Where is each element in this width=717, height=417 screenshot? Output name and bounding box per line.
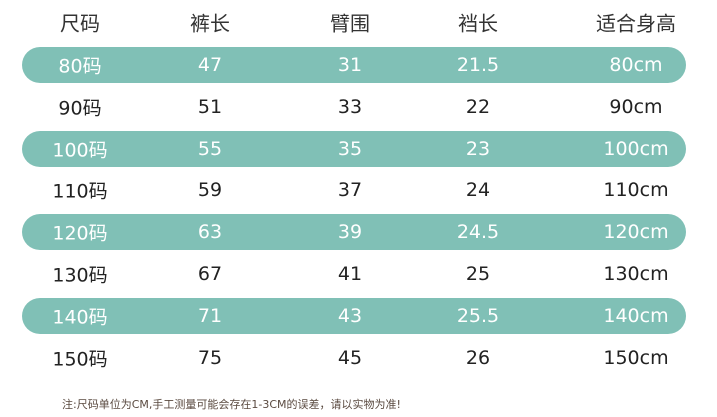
table-cell: 37 — [337, 179, 363, 202]
table-cell: 71 — [197, 304, 223, 327]
row-band — [22, 130, 686, 167]
table-cell: 43 — [337, 304, 363, 327]
row-band — [22, 214, 686, 251]
row-band — [22, 47, 686, 83]
table-cell: 150码 — [52, 348, 108, 371]
table-cell: 140码 — [52, 306, 108, 329]
table-cell: 80cm — [609, 54, 663, 76]
table-cell: 100码 — [52, 139, 108, 162]
table-cell: 47 — [197, 54, 223, 76]
table-cell: 110cm — [603, 179, 669, 202]
table-cell: 140cm — [603, 304, 669, 327]
table-cell: 23 — [465, 137, 491, 160]
table-cell: 120cm — [603, 221, 669, 244]
table-cell: 63 — [197, 221, 223, 244]
table-cell: 51 — [197, 95, 223, 118]
table-cell: 90cm — [609, 95, 663, 118]
table-cell: 25 — [465, 263, 491, 285]
row-band — [22, 297, 686, 334]
table-cell: 120码 — [52, 222, 108, 245]
table-cell: 35 — [337, 137, 363, 160]
table-cell: 130cm — [603, 263, 669, 285]
header-cell: 裤长 — [190, 11, 230, 36]
table-cell: 21.5 — [456, 54, 500, 76]
table-cell: 67 — [197, 263, 223, 285]
table-cell: 22 — [465, 95, 491, 118]
note: 注:尺码单位为CM,手工测量可能会存在1-3CM的误差，请以实物为准! — [62, 398, 401, 411]
table-cell: 25.5 — [456, 304, 500, 327]
table-cell: 130码 — [52, 264, 108, 287]
table-cell: 75 — [197, 346, 223, 369]
header-cell: 尺码 — [60, 11, 100, 36]
table-cell: 80码 — [58, 55, 102, 78]
table-cell: 24 — [465, 179, 491, 202]
table-cell: 90码 — [58, 97, 102, 120]
header-cell: 适合身高 — [596, 11, 676, 36]
header-cell: 臂围 — [330, 11, 370, 36]
table-cell: 41 — [337, 263, 363, 285]
table-cell: 39 — [337, 221, 363, 244]
table-cell: 55 — [197, 137, 223, 160]
table-cell: 45 — [337, 346, 363, 369]
table-cell: 100cm — [603, 137, 669, 160]
table-cell: 26 — [465, 346, 491, 369]
table-cell: 24.5 — [456, 221, 500, 244]
table-cell: 31 — [337, 54, 363, 76]
table-cell: 59 — [197, 179, 223, 202]
table-cell: 150cm — [603, 346, 669, 369]
table-cell: 33 — [337, 95, 363, 118]
header-cell: 裆长 — [458, 11, 498, 36]
table-cell: 110码 — [52, 180, 108, 203]
